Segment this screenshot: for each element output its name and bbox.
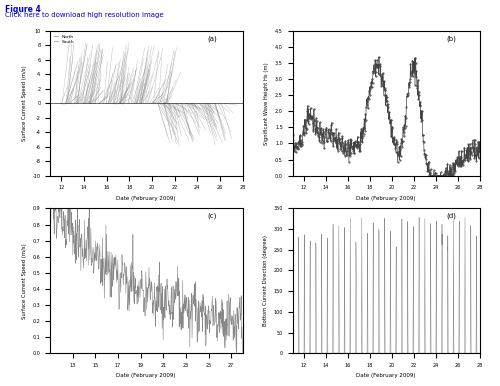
Text: (c): (c) [208,213,217,219]
Y-axis label: Bottom Current Direction (degree): Bottom Current Direction (degree) [263,235,268,326]
Legend: North, South: North, South [52,33,76,46]
Y-axis label: Surface Current Speed (m/s): Surface Current Speed (m/s) [22,243,27,319]
Text: (d): (d) [446,213,456,219]
Y-axis label: Significant Wave Height Hs (m): Significant Wave Height Hs (m) [264,62,270,145]
Text: Figure 4: Figure 4 [5,5,41,14]
X-axis label: Date (February 2009): Date (February 2009) [116,196,176,201]
Y-axis label: Surface Current Speed (m/s): Surface Current Speed (m/s) [22,65,26,141]
X-axis label: Date (February 2009): Date (February 2009) [356,374,416,378]
Text: (b): (b) [446,35,456,42]
X-axis label: Date (February 2009): Date (February 2009) [116,374,176,378]
X-axis label: Date (February 2009): Date (February 2009) [356,196,416,201]
Text: Click here to download high resolution image: Click here to download high resolution i… [5,12,164,18]
Text: (a): (a) [208,35,218,42]
